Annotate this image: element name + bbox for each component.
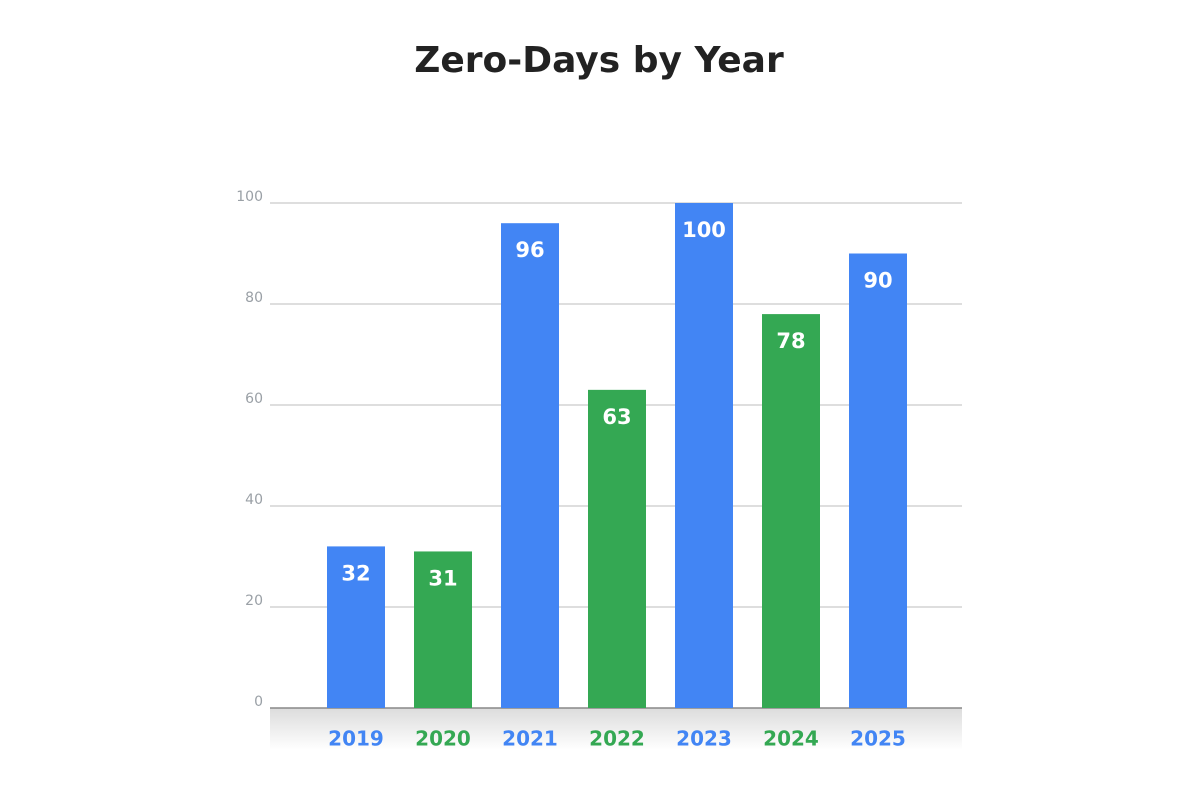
value-label: 31 [428,566,457,590]
x-tick-label: 2023 [676,727,732,751]
bar [327,546,385,708]
value-label: 100 [682,218,726,242]
value-label: 90 [863,269,892,293]
y-tick-label: 0 [254,694,263,710]
x-tick-label: 2025 [850,727,906,751]
chart-title: Zero-Days by Year [414,40,784,81]
bar [501,223,559,708]
value-label: 78 [776,329,805,353]
value-label: 63 [602,405,631,429]
bar [588,389,646,708]
x-tick-label: 2019 [328,727,384,751]
x-tick-label: 2020 [415,727,471,751]
x-tick-label: 2022 [589,727,645,751]
bar [414,551,472,708]
y-tick-label: 20 [245,593,263,609]
value-label: 32 [341,561,370,585]
bar [849,253,907,708]
axis-shadow [270,708,962,750]
y-tick-label: 100 [236,189,263,205]
y-tick-label: 60 [245,391,263,407]
y-tick-label: 40 [245,492,263,508]
x-tick-label: 2021 [502,727,558,751]
y-tick-label: 80 [245,290,263,306]
x-tick-label: 2024 [763,727,819,751]
bar [675,203,733,708]
value-label: 96 [515,238,544,262]
bar [762,314,820,708]
